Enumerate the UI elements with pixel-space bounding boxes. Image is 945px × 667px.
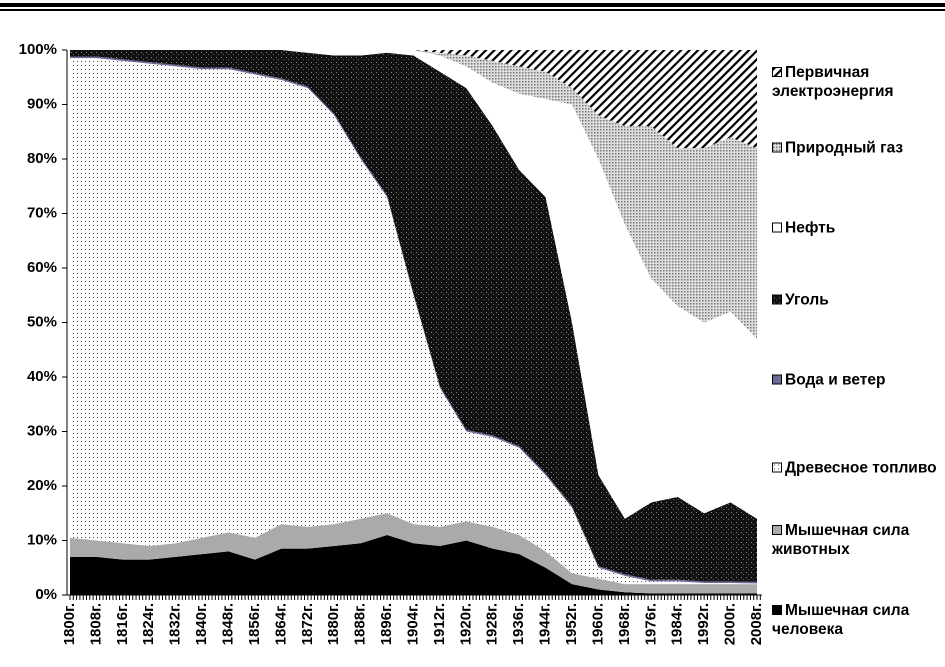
y-tick-label: 30% — [27, 422, 57, 439]
area — [70, 58, 757, 585]
x-tick-label: 1928г. — [484, 603, 501, 645]
y-tick-label: 90% — [27, 95, 57, 112]
legend-label: Природный газ — [785, 139, 904, 157]
x-tick-label: 1968г. — [616, 603, 633, 645]
legend-label: Первичная электроэнергия — [772, 64, 894, 100]
x-tick-label: 1944г. — [537, 603, 554, 645]
y-tick-label: 100% — [19, 41, 57, 58]
x-tick-label: 1896г. — [378, 603, 395, 645]
x-tick-label: 2008г. — [748, 603, 765, 645]
x-tick-label: 1936г. — [510, 603, 527, 645]
x-tick-label: 1912г. — [431, 603, 448, 645]
y-tick-label: 80% — [27, 150, 57, 167]
x-tick-label: 2000г. — [722, 603, 739, 645]
legend-item: Древесное топливо — [772, 459, 944, 478]
legend-label: Мышечная сила человека — [772, 602, 910, 638]
x-tick-label: 1832г. — [167, 603, 184, 645]
x-tick-label: 1824г. — [140, 603, 157, 645]
x-tick-label: 1992г. — [695, 603, 712, 645]
area — [70, 50, 757, 149]
legend-swatch — [772, 525, 782, 535]
y-tick-label: 70% — [27, 204, 57, 221]
area — [70, 50, 757, 519]
area — [70, 513, 757, 594]
y-tick-label: 50% — [27, 313, 57, 330]
legend-label: Нефть — [785, 219, 836, 237]
legend-label: Вода и ветер — [785, 371, 886, 389]
x-tick-label: 1808г. — [87, 603, 104, 645]
y-tick-label: 10% — [27, 531, 57, 548]
x-tick-label: 1904г. — [404, 603, 421, 645]
x-tick-label: 1984г. — [669, 603, 686, 645]
area — [70, 50, 757, 582]
area — [70, 535, 757, 595]
legend-swatch — [772, 142, 782, 153]
legend-item: Уголь — [772, 291, 944, 310]
x-tick-label: 1848г. — [220, 603, 237, 645]
top-rule — [0, 9, 945, 11]
x-tick-label: 1864г. — [272, 603, 289, 645]
legend-swatch — [772, 294, 782, 305]
y-tick-label: 40% — [27, 368, 57, 385]
legend-item: Первичная электроэнергия — [772, 63, 944, 101]
area — [70, 50, 757, 339]
x-tick-label: 1800г. — [61, 603, 78, 645]
legend-label: Уголь — [785, 291, 829, 309]
legend-item: Мышечная сила человека — [772, 601, 944, 639]
legend-swatch — [772, 374, 782, 385]
x-tick-label: 1888г. — [352, 603, 369, 645]
x-tick-label: 1920г. — [457, 603, 474, 645]
legend-item: Нефть — [772, 219, 944, 238]
y-tick-label: 20% — [27, 477, 57, 494]
legend-swatch — [772, 462, 782, 473]
x-tick-label: 1816г. — [114, 603, 131, 645]
legend-label: Древесное топливо — [785, 459, 937, 477]
top-rule — [0, 3, 945, 7]
x-tick-label: 1856г. — [246, 603, 263, 645]
x-tick-label: 1872г. — [299, 603, 316, 645]
legend-item: Вода и ветер — [772, 371, 944, 390]
x-tick-label: 1880г. — [325, 603, 342, 645]
y-tick-label: 60% — [27, 259, 57, 276]
legend-swatch — [772, 67, 782, 77]
legend-label: Мышечная сила животных — [772, 522, 910, 558]
y-tick-label: 0% — [35, 586, 57, 603]
legend-item: Природный газ — [772, 139, 944, 158]
x-tick-label: 1960г. — [589, 603, 606, 645]
legend-swatch — [772, 222, 782, 233]
x-tick-label: 1840г. — [193, 603, 210, 645]
legend-item: Мышечная сила животных — [772, 521, 944, 559]
legend-swatch — [772, 605, 782, 615]
x-tick-label: 1976г. — [642, 603, 659, 645]
x-tick-label: 1952г. — [563, 603, 580, 645]
